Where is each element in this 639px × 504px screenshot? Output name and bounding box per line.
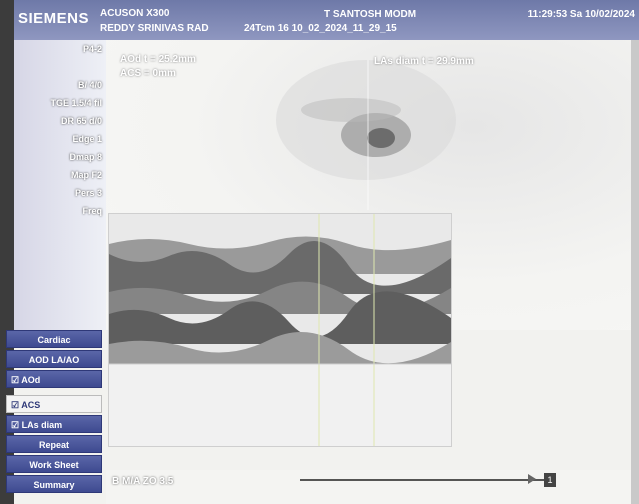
param-pers: Pers 3 [74,188,102,198]
patient-name: T SANTOSH MODM [324,9,417,20]
param-freq: Freq [82,206,102,216]
param-edge: Edge 1 [72,134,102,144]
menu-acs[interactable]: ☑ ACS [6,395,102,413]
menu-summary[interactable]: Summary [6,475,102,493]
param-transducer: P4-2 [82,44,102,54]
la-diam-measurement: LAs diam t = 29.9mm [374,56,474,67]
exam-id: 24Tcm 16 10_02_2024_11_29_15 [244,23,397,34]
acs-measurement: ACS = 0mm [120,68,176,79]
param-dmap: Dmap 8 [69,152,102,162]
menu-la-diam[interactable]: ☑ LAs diam [6,415,102,433]
header-bar: SIEMENS ACUSON X300 REDDY SRINIVAS RAD 2… [14,0,639,40]
menu-aod-label: AOd [21,375,41,385]
institution-name: REDDY SRINIVAS RAD [100,23,209,34]
monitor-bezel-right [631,0,639,504]
menu-acs-label: ACS [21,400,41,410]
parameter-panel: P4-2 B/ 4/0 TGE 1.5/4 fil DR 65 d/0 Edge… [14,40,106,330]
menu-cardiac[interactable]: Cardiac [6,330,102,348]
param-gain: B/ 4/0 [77,80,102,90]
brand-logo: SIEMENS [18,10,90,27]
system-name: ACUSON X300 [100,8,170,19]
m-mode-echo [109,214,451,446]
status-bar [106,470,631,504]
menu-worksheet[interactable]: Work Sheet [6,455,102,473]
cine-scrollbar[interactable] [300,479,548,481]
menu-aod[interactable]: ☑ AOd [6,370,102,388]
param-tge: TGE 1.5/4 fil [50,98,102,108]
m-mode-trace[interactable] [108,213,452,447]
2d-image-echo [276,60,456,210]
cine-thumb[interactable]: 1 [544,473,556,487]
date-time: 11:29:53 Sa 10/02/2024 [527,9,635,20]
param-dr: DR 65 d/0 [60,116,102,126]
menu-repeat[interactable]: Repeat [6,435,102,453]
m-mode-label: B M/A ZO 3.5 [112,476,174,487]
aod-measurement: AOd t = 25.2mm [120,54,196,65]
param-map: Map F2 [70,170,102,180]
play-icon[interactable] [528,474,536,484]
menu-la-diam-label: LAs diam [21,420,63,430]
menu-aod-la[interactable]: AOD LA/AO [6,350,102,368]
